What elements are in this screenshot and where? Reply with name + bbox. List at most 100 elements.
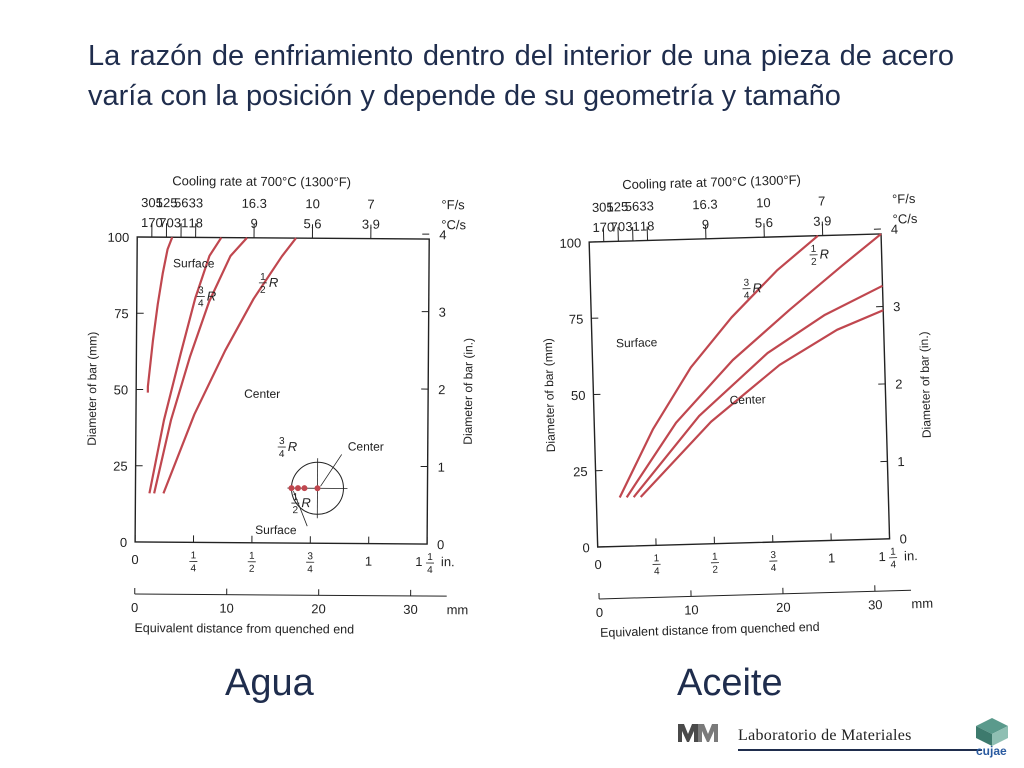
water-top-tick-f-6: 7 <box>367 197 374 212</box>
oil-label-surface: Surface <box>616 335 658 350</box>
water-series-1 <box>148 236 223 494</box>
oil-x-tick-label-2: 12 <box>710 552 719 576</box>
oil-x-tick-label-3: 34 <box>769 550 778 574</box>
water-x-tick-label-5-whole: 1 <box>415 554 422 569</box>
water-x-tick-label-5-num: 1 <box>427 552 433 563</box>
oil-label-three-quarter-r-num: 3 <box>743 278 749 289</box>
water-y-tick-label-2: 50 <box>114 382 129 397</box>
water-inset-three-quarter-r: 3 4R <box>277 436 297 460</box>
water-series-2 <box>162 237 297 494</box>
water-x-tick-label-1: 14 <box>189 550 198 574</box>
oil-top-tick-c-0: 170 <box>592 219 614 235</box>
water-xlabel: Equivalent distance from quenched end <box>134 621 354 637</box>
oil-mm-tick-label-1: 10 <box>684 602 699 617</box>
oil-top-tick-f-0: 305 <box>592 199 614 215</box>
oil-top-unit-c: °C/s <box>892 211 918 227</box>
oil-top-unit-f: °F/s <box>892 191 916 207</box>
oil-ylabel-right: Diameter of bar (in.) <box>917 331 934 438</box>
oil-y-tick-label-0: 0 <box>582 540 590 555</box>
water-inset-center: Center <box>348 439 384 453</box>
water-caption: Agua <box>225 662 314 704</box>
oil-label-three-quarter-r-r: R <box>752 280 762 295</box>
oil-yr-tick-label-2: 2 <box>895 376 903 391</box>
water-top-tick-f-4: 16.3 <box>242 196 267 211</box>
oil-top-tick-f-6: 7 <box>818 193 826 208</box>
oil-y-tick-label-3: 75 <box>569 312 584 327</box>
oil-series-2 <box>632 284 883 498</box>
water-top-tick-c-6: 3.9 <box>362 217 380 232</box>
oil-x-tick-label-3-den: 4 <box>771 563 777 574</box>
water-x-tick-label-5-den: 4 <box>427 565 433 576</box>
water-y-tick-label-1: 25 <box>113 459 128 474</box>
water-label-three-quarter-r: 3 4R <box>196 285 216 309</box>
oil-top-tick-f-3: 33 <box>639 198 654 213</box>
water-plot-frame <box>134 236 430 545</box>
oil-mm-tick-label-2: 20 <box>776 600 791 615</box>
water-mm-tick-label-2: 20 <box>311 601 326 616</box>
oil-top-tick-c-6: 3.9 <box>813 213 831 228</box>
water-yr-tick-label-2: 2 <box>438 382 445 397</box>
water-yr-tick-label-4: 4 <box>439 227 446 242</box>
slide-heading: La razón de enfriamiento dentro del inte… <box>88 40 954 112</box>
oil-yr-tick-label-3: 3 <box>893 299 901 314</box>
oil-x-tick-label-5-num: 1 <box>890 547 896 558</box>
water-x-tick-label-3-den: 4 <box>307 564 313 575</box>
water-label-three-quarter-r-r: R <box>207 288 216 303</box>
oil-top-tick-c-5: 5.6 <box>755 215 773 230</box>
water-label-half-r-num: 1 <box>260 272 266 283</box>
water-yr-tick-label-3: 3 <box>439 305 446 320</box>
water-inset-three-quarter-r-num: 3 <box>279 436 285 447</box>
oil-yr-tick-label-4: 4 <box>891 222 899 237</box>
water-top-tick-f-0: 305 <box>141 195 163 210</box>
water-y-tick-label-3: 75 <box>114 306 129 321</box>
water-top-unit-c: °C/s <box>441 217 466 232</box>
oil-series-0 <box>618 234 819 499</box>
oil-mm-axis <box>599 589 912 600</box>
oil-x-tick-label-2-num: 1 <box>712 552 718 563</box>
water-y-tick-label-4: 100 <box>107 230 129 245</box>
water-inset-three-quarter-r-den: 4 <box>279 449 285 460</box>
oil-top-tick-f-2: 56 <box>625 199 640 214</box>
footer-divider <box>738 749 982 751</box>
water-x-tick-label-0: 0 <box>131 552 138 567</box>
water-x-tick-label-1-num: 1 <box>191 550 197 561</box>
water-label-surface: Surface <box>173 256 215 270</box>
water-inset-surface-leader <box>293 490 308 527</box>
water-mm-axis <box>134 593 447 597</box>
oil-top-axis-title: Cooling rate at 700°C (1300°F) <box>622 172 801 192</box>
oil-yr-tick-label-0: 0 <box>899 531 907 546</box>
water-label-center: Center <box>244 387 280 401</box>
water-series-0 <box>146 236 174 393</box>
water-top-tick-f-2: 56 <box>174 195 189 210</box>
water-inset-point-2 <box>301 485 308 492</box>
oil-top-tick-c-1: 70 <box>611 219 626 234</box>
water-top-tick-c-3: 18 <box>188 215 203 230</box>
oil-plot-frame <box>588 233 891 548</box>
oil-label-three-quarter-r-den: 4 <box>744 291 750 302</box>
water-x-tick-label-4: 1 <box>365 554 372 569</box>
oil-x-tick-label-1: 14 <box>652 553 661 577</box>
water-top-tick-f-5: 10 <box>305 196 320 211</box>
oil-label-half-r-num: 1 <box>811 244 817 255</box>
water-inset-half-r-den: 2 <box>292 505 298 516</box>
water-top-tick-c-1: 70 <box>159 215 174 230</box>
water-label-three-quarter-r-den: 4 <box>198 298 204 309</box>
oil-top-tick-c-3: 18 <box>640 218 655 233</box>
water-series-3 <box>153 237 248 494</box>
cujae-logo-icon <box>976 718 1008 746</box>
oil-x-tick-label-0: 0 <box>594 557 602 572</box>
water-top-tick-c-4: 9 <box>250 216 257 231</box>
water-ylabel: Diameter of bar (mm) <box>85 332 100 446</box>
oil-series-1 <box>625 233 882 498</box>
water-top-tick-f-3: 33 <box>189 195 204 210</box>
water-x-tick-label-2: 12 <box>247 551 256 575</box>
water-inset-center-leader <box>320 454 343 487</box>
oil-y-tick-label-4: 100 <box>559 235 581 251</box>
water-top-tick-c-2: 31 <box>174 215 189 230</box>
oil-series-3 <box>639 309 884 498</box>
oil-y-tick-label-1: 25 <box>573 464 588 479</box>
oil-label-half-r-den: 2 <box>811 257 817 268</box>
water-yr-tick-label-0: 0 <box>437 537 444 552</box>
water-inset-three-quarter-r-r: R <box>288 439 297 454</box>
water-x-tick-label-2-num: 1 <box>249 551 255 562</box>
